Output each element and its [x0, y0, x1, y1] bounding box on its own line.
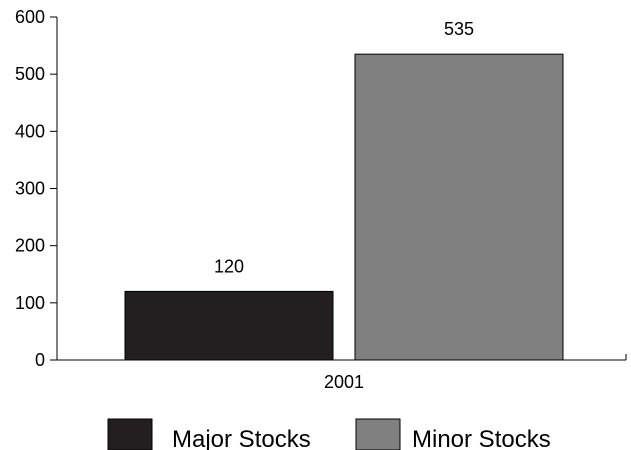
legend-label: Minor Stocks [412, 426, 551, 450]
legend-label: Major Stocks [172, 426, 311, 450]
legend-swatch-minor-stocks [355, 418, 401, 450]
y-tick-label: 600 [15, 7, 45, 27]
bar-major-stocks [124, 290, 334, 361]
legend: Major Stocks Minor Stocks [107, 418, 551, 450]
y-tick-label: 200 [15, 236, 45, 256]
bar-minor-stocks [354, 53, 564, 361]
y-tick-label: 100 [15, 293, 45, 313]
y-tick-label: 300 [15, 179, 45, 199]
y-axis: 0 100 200 300 400 500 600 [15, 7, 58, 370]
bar-value-label: 535 [444, 19, 474, 39]
bar-value-label: 120 [214, 256, 244, 276]
bars [124, 53, 564, 361]
y-tick-label: 400 [15, 121, 45, 141]
bar-labels: 120 535 [214, 19, 474, 276]
y-tick-label: 0 [35, 350, 45, 370]
legend-swatch-major-stocks [107, 418, 153, 450]
y-tick-label: 500 [15, 64, 45, 84]
x-category-label: 2001 [324, 372, 364, 392]
